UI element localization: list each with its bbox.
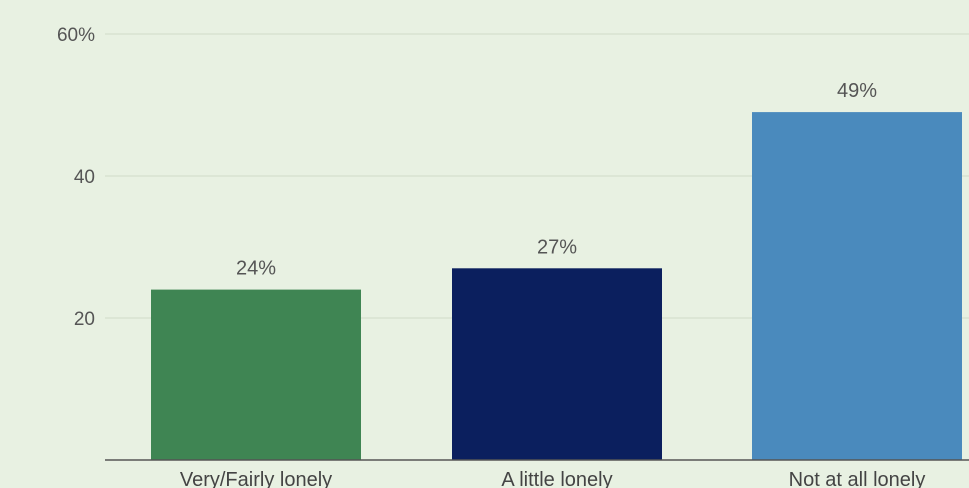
value-label-2: 27% — [537, 236, 577, 258]
y-tick-label-60: 60% — [57, 25, 95, 46]
category-label-2: A little lonely — [501, 469, 612, 488]
x-axis-category-labels: Very/Fairly lonely A little lonely Not at … — [180, 469, 926, 488]
category-label-3: Not at all lonely — [789, 469, 926, 488]
y-axis-tick-labels: 20 40 60% — [57, 25, 95, 330]
value-label-1: 24% — [236, 258, 276, 280]
bar-3 — [752, 112, 962, 460]
y-tick-label-20: 20 — [74, 309, 95, 330]
value-labels: 24% 27% 49% — [236, 80, 877, 280]
value-label-3: 49% — [837, 80, 877, 102]
bar-2 — [452, 268, 662, 460]
y-tick-label-40: 40 — [74, 167, 95, 188]
category-label-1: Very/Fairly lonely — [180, 469, 332, 488]
bars — [151, 112, 962, 460]
bar-1 — [151, 289, 361, 460]
